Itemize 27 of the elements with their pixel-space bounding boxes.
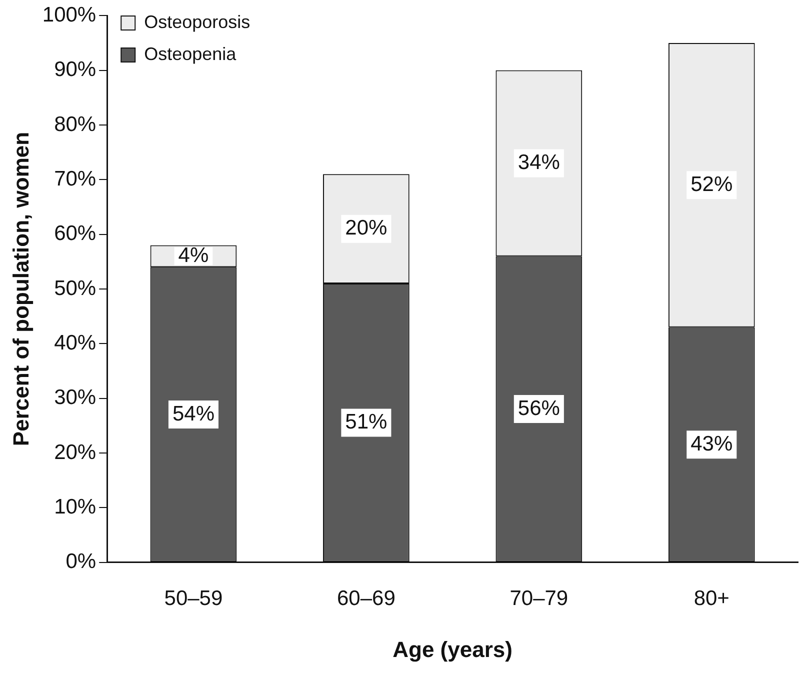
y-tick-label: 100% [42, 3, 96, 26]
data-label: 43% [690, 432, 733, 456]
y-tick-label: 0% [66, 550, 96, 574]
y-tick-label: 50% [54, 276, 96, 300]
x-tick-label: 80+ [694, 586, 730, 610]
x-axis-title: Age (years) [392, 636, 512, 662]
y-tick-label: 70% [54, 167, 96, 190]
y-tick-label: 30% [54, 386, 96, 410]
y-tick-label: 40% [54, 331, 96, 354]
x-tick-label: 60–69 [336, 586, 396, 610]
y-tick-label: 80% [54, 112, 96, 136]
legend-label: Osteopenia [144, 44, 238, 64]
data-label: 4% [178, 244, 209, 267]
data-label: 56% [518, 396, 560, 420]
y-tick-label: 90% [54, 58, 96, 82]
data-label: 52% [690, 172, 733, 196]
legend-label: Osteoporosis [144, 12, 250, 32]
x-tick-label: 70–79 [510, 586, 568, 610]
y-tick-label: 10% [54, 496, 96, 519]
y-tick-label: 20% [54, 440, 96, 464]
y-tick-label: 60% [54, 222, 96, 246]
y-axis-title: Percent of population, women [8, 132, 34, 446]
data-label: 54% [172, 402, 214, 426]
x-tick-label: 50–59 [164, 586, 223, 610]
data-label: 34% [518, 151, 560, 174]
data-label: 20% [345, 216, 388, 240]
data-label: 51% [345, 410, 388, 434]
